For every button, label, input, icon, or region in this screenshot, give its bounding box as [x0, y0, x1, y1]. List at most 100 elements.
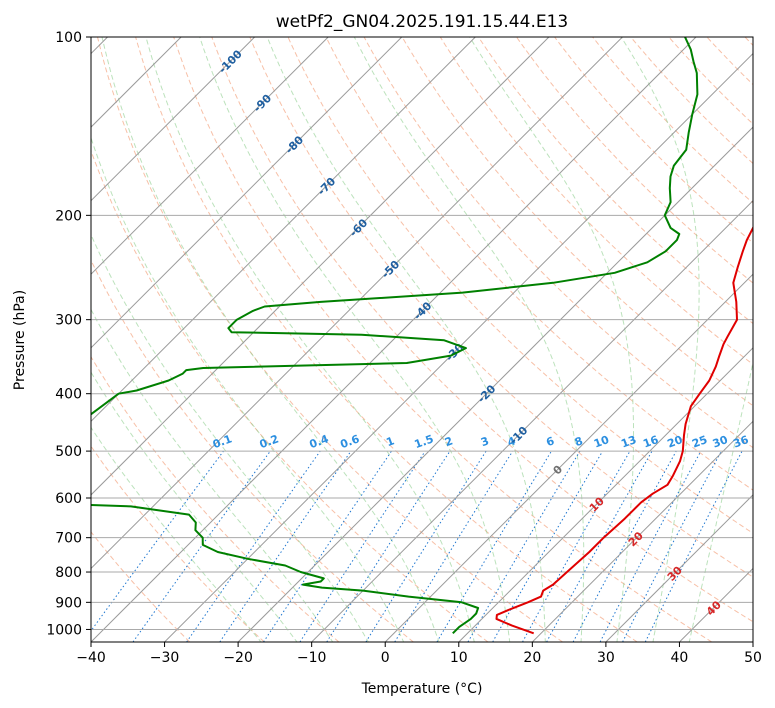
dry-adiabat-line	[91, 259, 414, 642]
mixing-ratio-line	[263, 450, 392, 642]
moist-adiabat-line	[353, 37, 585, 642]
mixing-ratio-label: 1.5	[413, 432, 436, 451]
y-axis-label: Pressure (hPa)	[12, 290, 28, 390]
mixing-ratio-label: 6	[544, 434, 556, 449]
mixing-ratio-line	[644, 450, 743, 642]
isotherm-label: 20	[626, 529, 646, 549]
isotherm-line	[531, 420, 753, 642]
x-tick-label: −30	[150, 650, 180, 666]
moist-adiabat-line	[101, 37, 440, 642]
isotherm-line	[752, 641, 753, 642]
dewpoint-profile	[91, 37, 699, 635]
isotherm-label: 10	[587, 494, 607, 514]
moist-adiabat-line	[688, 360, 753, 642]
isotherm-label: -80	[283, 133, 306, 156]
y-tick-label: 400	[55, 387, 82, 403]
mixing-ratio-line	[467, 450, 581, 642]
mixing-ratio-line	[394, 450, 514, 642]
x-tick-label: 50	[744, 650, 762, 666]
dry-adiabat-line	[744, 37, 753, 47]
isotherm-label: 40	[704, 598, 724, 618]
isotherm-line	[91, 37, 550, 496]
dry-adiabat-line	[325, 37, 753, 491]
y-tick-label: 200	[55, 208, 82, 224]
background-lines	[91, 37, 753, 642]
moist-adiabat-line	[145, 37, 475, 642]
isotherm-label: -60	[347, 216, 370, 239]
x-axis: −40 −30 −20 −10 0 10 20 30 40 50	[76, 642, 762, 666]
mixing-ratio-label: 13	[619, 433, 638, 450]
dry-adiabat-line	[91, 445, 265, 642]
mixing-ratio-line	[546, 450, 653, 642]
mixing-ratio-label: 3	[479, 434, 491, 449]
isotherm-line	[458, 347, 753, 642]
isotherm-line	[384, 273, 753, 642]
isotherm-line	[237, 126, 753, 642]
dry-adiabat-line	[516, 37, 753, 284]
moist-adiabat-line	[91, 233, 369, 642]
x-tick-label: −20	[223, 650, 253, 666]
mixing-ratio-label: 20	[666, 433, 685, 451]
dry-adiabat-line	[668, 37, 753, 125]
y-tick-label: 500	[55, 444, 82, 460]
x-tick-label: −10	[297, 650, 327, 666]
isotherm-line	[311, 199, 753, 642]
x-tick-label: 40	[671, 650, 689, 666]
y-tick-label: 800	[55, 565, 82, 581]
plot-frame	[90, 36, 754, 643]
dry-adiabat-line	[706, 37, 753, 86]
moist-adiabat-line	[91, 371, 298, 642]
y-tick-label: 300	[55, 313, 82, 329]
dry-adiabat-line	[91, 531, 191, 642]
dry-adiabat-line	[592, 37, 753, 204]
mixing-ratio-line	[186, 450, 321, 642]
mixing-ratio-line	[91, 450, 224, 632]
isotherm-line	[91, 37, 623, 570]
chart-title: wetPf2_GN04.2025.191.15.44.E13	[276, 12, 568, 32]
dry-adiabat-line	[401, 37, 753, 407]
mixing-ratio-line	[219, 450, 352, 642]
mixing-ratio-line	[436, 450, 552, 642]
isotherm-line	[91, 37, 476, 423]
mixing-ratio-label: 0.1	[211, 432, 234, 451]
dry-adiabat-line	[91, 355, 340, 642]
moist-adiabat-line	[91, 308, 334, 642]
isotherm-line	[91, 37, 329, 275]
moist-adiabat-line	[199, 37, 511, 642]
dry-adiabat-line	[287, 37, 753, 534]
mixing-ratio-label: 0.6	[338, 432, 361, 451]
mixing-ratio-line	[326, 450, 451, 642]
moist-adiabat-line	[266, 37, 546, 642]
mixing-ratio-label: 16	[641, 433, 660, 451]
grid-lines	[91, 37, 753, 642]
y-tick-label: 100	[55, 30, 82, 46]
isotherm-line	[679, 567, 753, 642]
isotherm-line	[91, 37, 256, 202]
temperature-profile	[495, 225, 753, 635]
y-tick-label: 900	[55, 595, 82, 611]
dry-adiabat-line	[249, 37, 753, 578]
y-tick-label: 700	[55, 531, 82, 547]
dry-adiabat-line	[554, 37, 753, 244]
mixing-ratio-label: 8	[573, 434, 585, 449]
profile-lines	[91, 37, 753, 635]
isotherm-line	[164, 52, 753, 642]
dry-adiabat-line	[173, 37, 713, 642]
x-tick-label: 0	[381, 650, 390, 666]
mixing-ratio-label: 1	[384, 434, 396, 449]
isotherm-line	[605, 494, 753, 642]
moist-adiabat-line	[620, 37, 700, 642]
isotherm-line	[91, 37, 403, 349]
mixing-ratio-label: 36	[731, 433, 750, 451]
mixing-ratio-label: 0.2	[258, 432, 281, 451]
mixing-ratio-line	[132, 450, 271, 642]
mixing-ratio-line	[522, 450, 631, 642]
mixing-ratio-label: 25	[690, 433, 709, 450]
dry-adiabat-line	[135, 37, 638, 642]
y-axis: 100 200 300 400 500 600 700 800 900 1000	[46, 30, 91, 638]
mixing-ratio-line	[572, 450, 677, 642]
mixing-ratio-line	[599, 450, 702, 642]
mixing-ratio-label: 2	[443, 434, 455, 449]
x-tick-label: 10	[450, 650, 468, 666]
